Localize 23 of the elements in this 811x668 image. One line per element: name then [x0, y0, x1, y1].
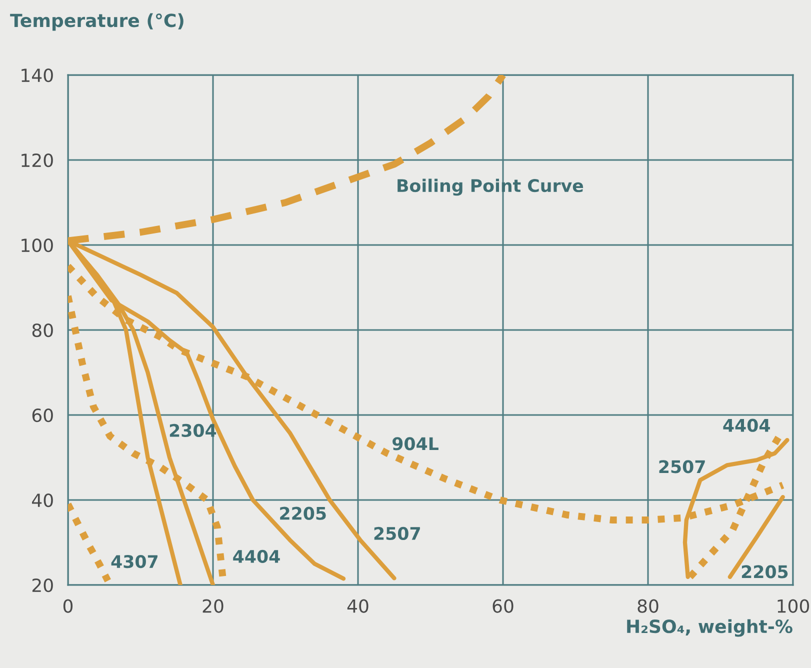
y-tick-label: 100 — [22, 238, 53, 252]
series-label: 2205 — [280, 506, 326, 520]
y-tick-label: 80 — [32, 323, 53, 338]
y-tick-label: 120 — [22, 153, 53, 168]
series-label: 2507 — [374, 526, 420, 540]
y-tick-label: 140 — [22, 68, 53, 82]
series-label: 4404 — [723, 418, 770, 432]
series-label: 4307 — [111, 554, 158, 568]
y-tick-label: 20 — [32, 578, 53, 592]
x-axis-title: H₂SO₄, weight-% — [627, 619, 792, 637]
x-tick-label: 0 — [63, 599, 73, 613]
x-tick-label: 60 — [492, 599, 514, 613]
series-label: 4404 — [233, 550, 280, 564]
x-tick-label: 100 — [778, 599, 810, 613]
y-tick-label: 40 — [32, 493, 53, 508]
series-label: 2205 — [742, 565, 788, 578]
y-tick-label: 60 — [32, 408, 53, 422]
x-tick-label: 40 — [347, 599, 368, 613]
x-tick-label: 80 — [638, 599, 658, 613]
x-tick-label: 20 — [202, 599, 224, 613]
y-axis-title: Temperature (°C) — [10, 13, 184, 31]
series-label: 2507 — [659, 460, 705, 474]
series-label: 904L — [392, 437, 438, 450]
